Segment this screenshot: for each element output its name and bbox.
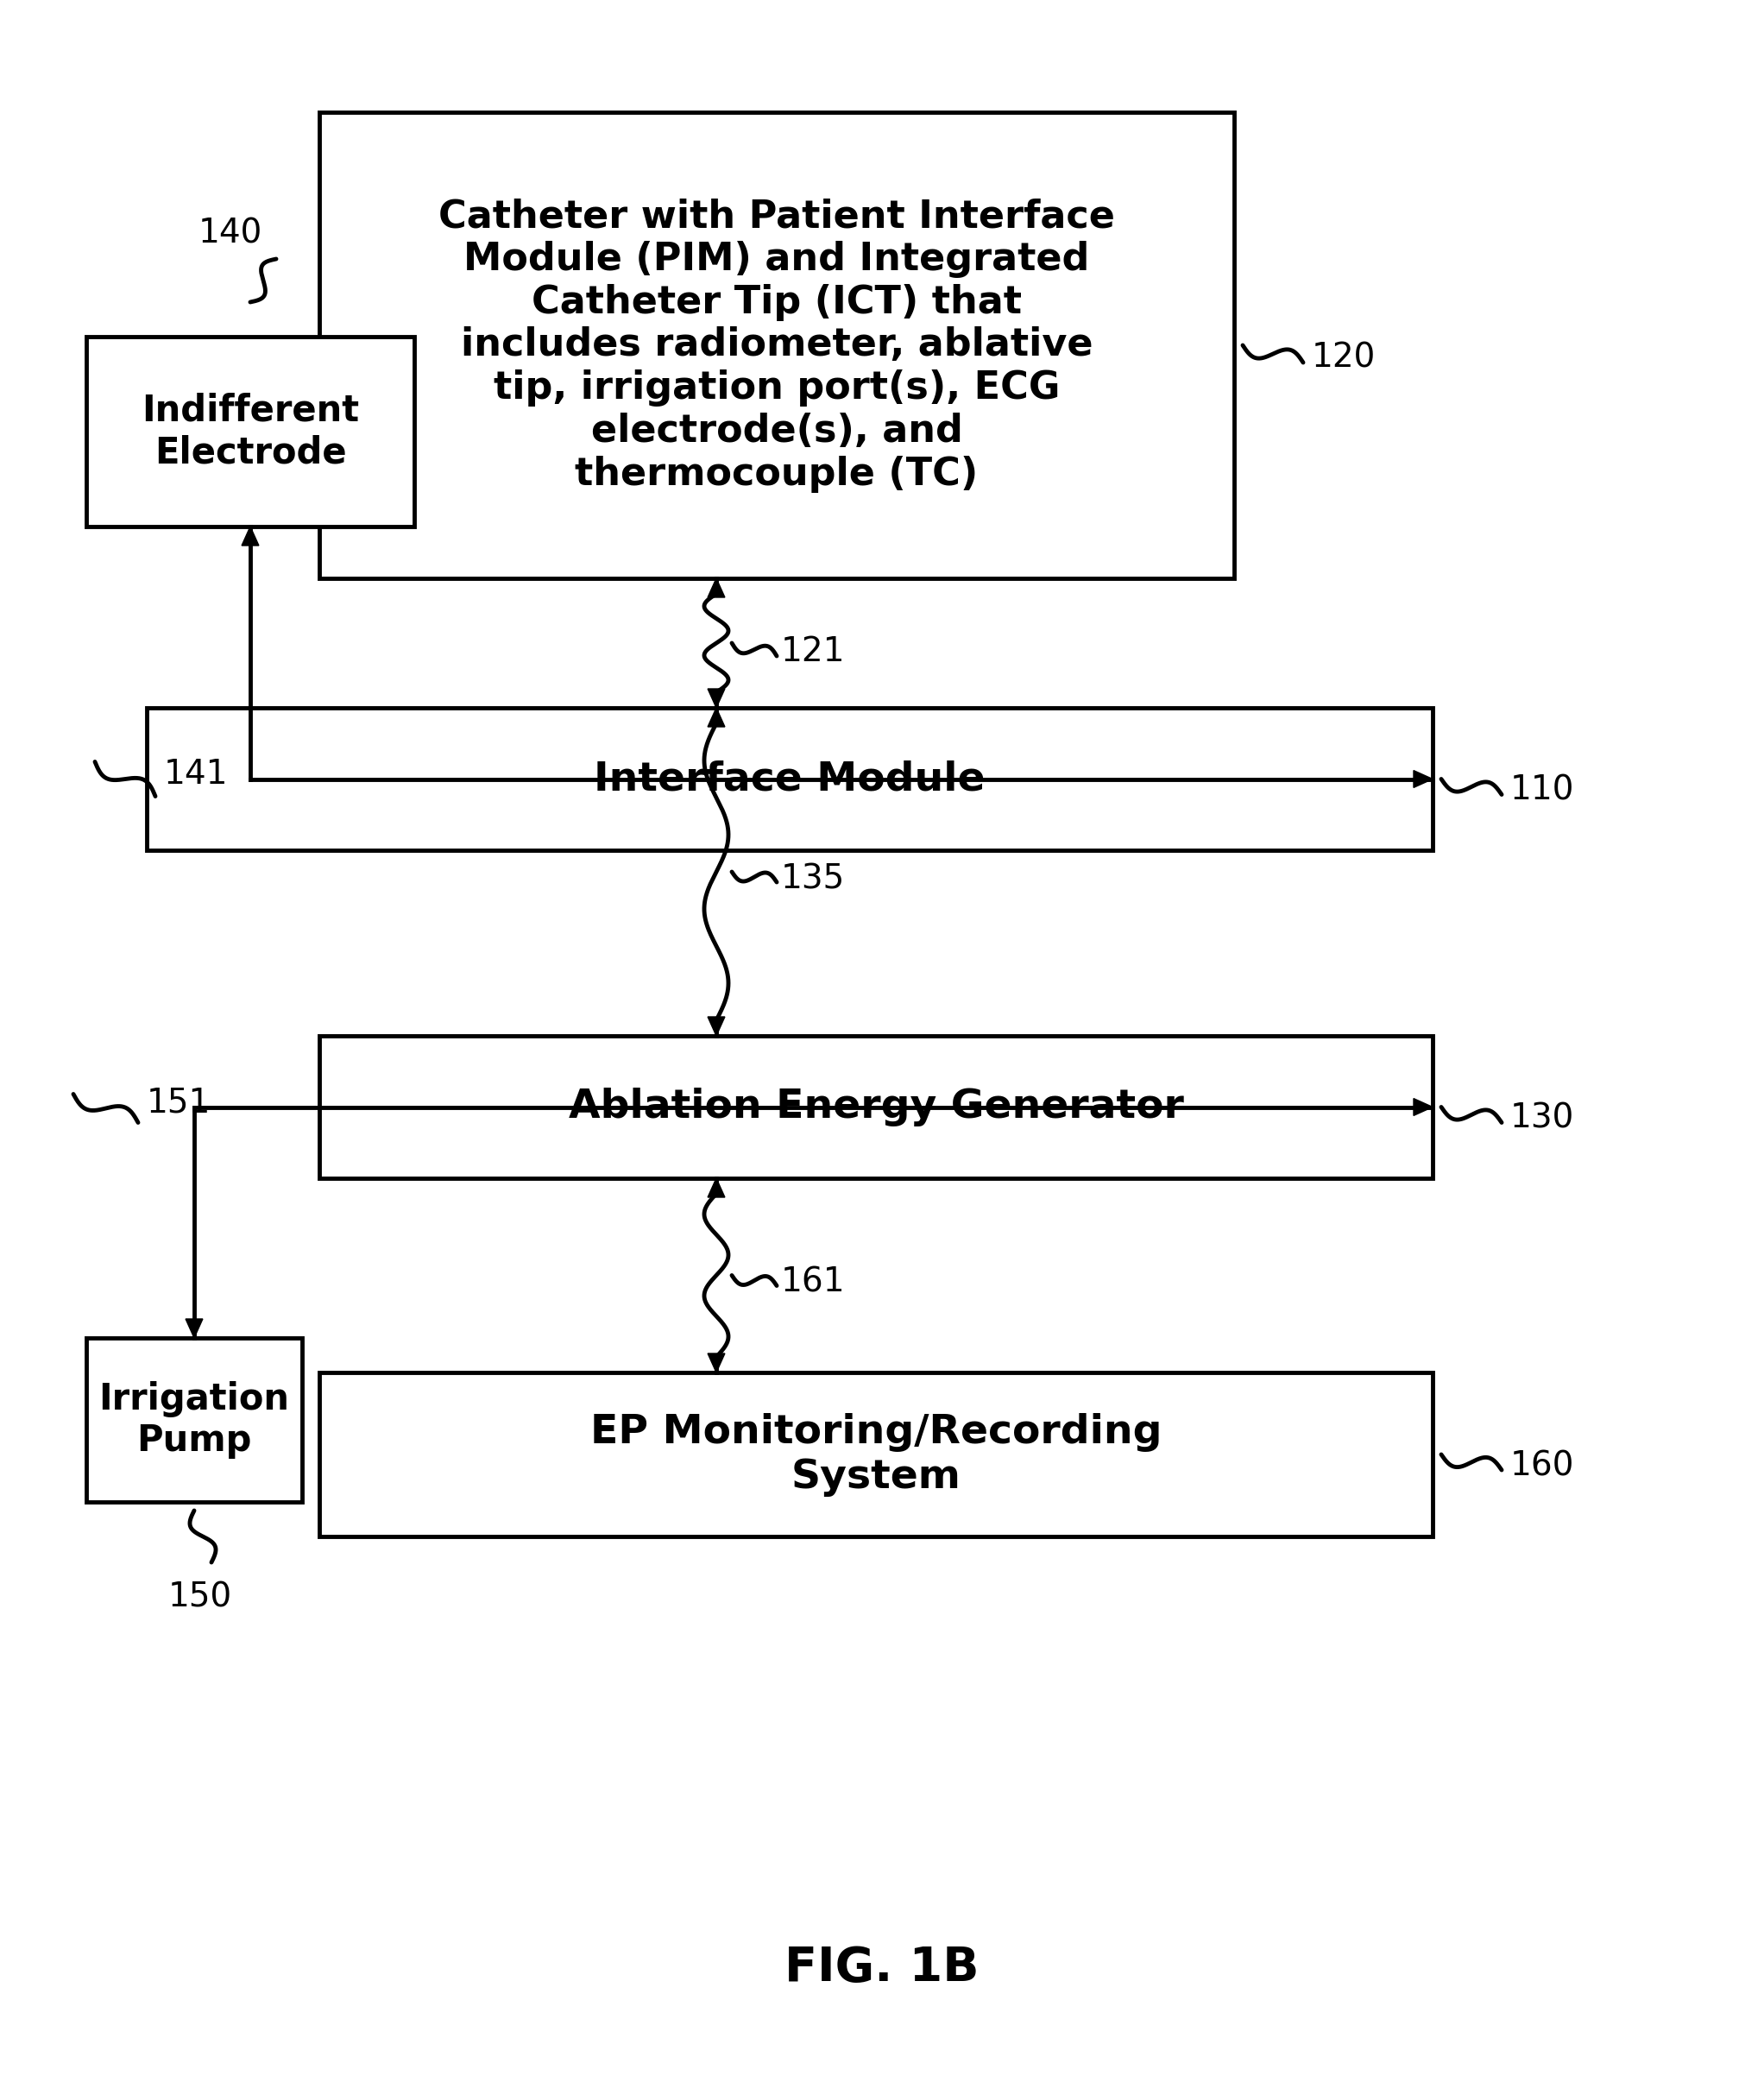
Text: 130: 130: [1510, 1101, 1575, 1135]
Bar: [319, 1372, 1432, 1537]
Bar: [86, 1339, 302, 1501]
Text: 110: 110: [1510, 775, 1575, 806]
Text: 120: 120: [1312, 341, 1376, 375]
Bar: [319, 112, 1235, 579]
Bar: [86, 337, 415, 527]
Text: Indifferent
Electrode: Indifferent Electrode: [141, 393, 360, 471]
Polygon shape: [1413, 770, 1432, 787]
Text: 140: 140: [199, 217, 263, 250]
Polygon shape: [707, 1353, 725, 1372]
Text: 151: 151: [146, 1087, 212, 1120]
Text: Irrigation
Pump: Irrigation Pump: [99, 1380, 289, 1459]
Text: Interface Module: Interface Module: [594, 760, 986, 797]
Polygon shape: [707, 1178, 725, 1197]
Text: EP Monitoring/Recording
System: EP Monitoring/Recording System: [591, 1412, 1162, 1497]
Polygon shape: [185, 1318, 203, 1339]
Text: FIG. 1B: FIG. 1B: [785, 1945, 979, 1990]
Polygon shape: [1413, 1099, 1432, 1116]
Text: 150: 150: [168, 1580, 233, 1614]
Text: 161: 161: [781, 1266, 845, 1299]
Text: 141: 141: [164, 758, 228, 791]
Polygon shape: [707, 579, 725, 598]
Polygon shape: [707, 708, 725, 727]
Polygon shape: [242, 527, 259, 545]
Text: 135: 135: [781, 862, 845, 895]
Polygon shape: [707, 689, 725, 708]
Text: Catheter with Patient Interface
Module (PIM) and Integrated
Catheter Tip (ICT) t: Catheter with Patient Interface Module (…: [439, 198, 1115, 493]
Bar: [146, 708, 1432, 849]
Bar: [319, 1037, 1432, 1178]
Polygon shape: [707, 1016, 725, 1037]
Text: Ablation Energy Generator: Ablation Energy Generator: [568, 1087, 1184, 1126]
Text: 160: 160: [1510, 1449, 1575, 1482]
Text: 121: 121: [781, 635, 845, 668]
